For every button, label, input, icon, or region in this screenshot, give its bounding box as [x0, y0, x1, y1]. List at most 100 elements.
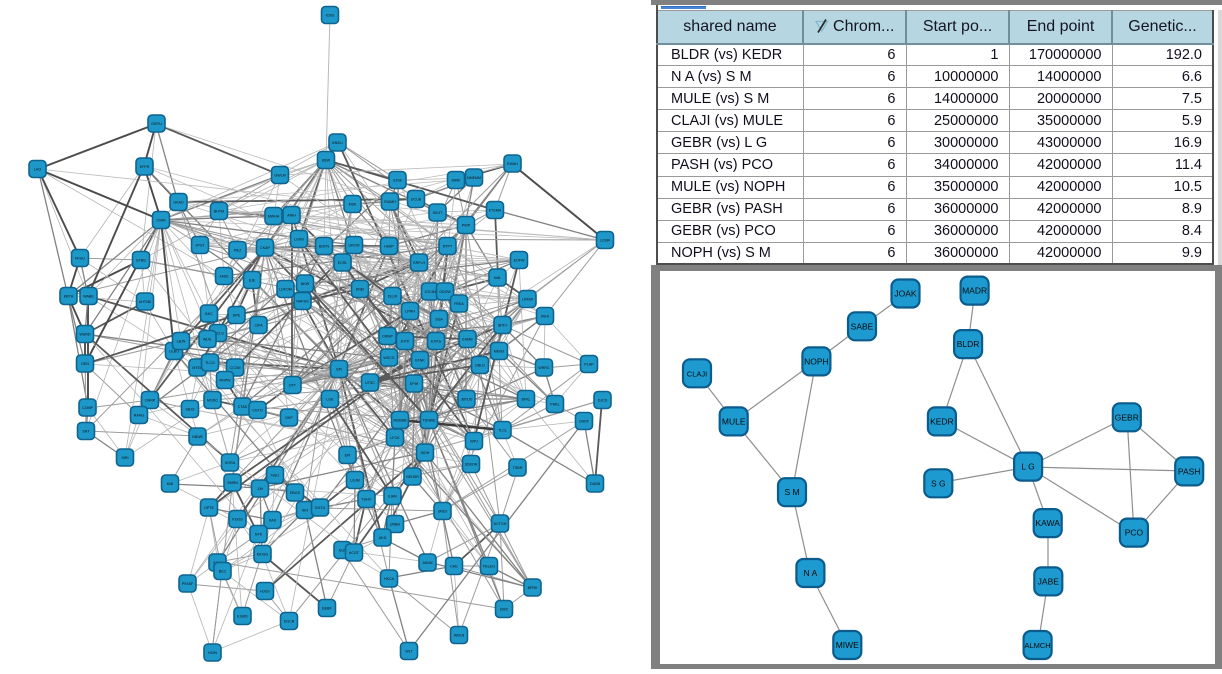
- svg-text:JABE: JABE: [1038, 576, 1060, 586]
- svg-text:KMI: KMI: [167, 482, 173, 486]
- svg-text:WABE: WABE: [83, 294, 94, 298]
- svg-text:CHE: CHE: [450, 564, 458, 568]
- svg-text:OPTE: OPTE: [204, 506, 214, 510]
- svg-text:SNT: SNT: [82, 429, 90, 433]
- svg-text:MEWJ: MEWJ: [494, 349, 505, 353]
- svg-text:FREA: FREA: [454, 302, 464, 306]
- svg-text:S M: S M: [784, 487, 799, 497]
- svg-text:JOCIM: JOCIM: [424, 290, 435, 294]
- svg-text:N A: N A: [804, 568, 818, 578]
- svg-text:WRRC: WRRC: [538, 366, 550, 370]
- svg-text:DBLD: DBLD: [475, 363, 485, 367]
- svg-text:EBGS: EBGS: [290, 491, 301, 495]
- svg-text:LGJM: LGJM: [350, 478, 360, 482]
- svg-text:COMP: COMP: [82, 406, 93, 410]
- svg-text:CCOM: CCOM: [230, 366, 241, 370]
- svg-text:UWC: UWC: [500, 607, 509, 611]
- svg-text:IMNK: IMNK: [452, 178, 462, 182]
- svg-text:RNPW: RNPW: [220, 378, 232, 382]
- svg-text:EHMB: EHMB: [462, 337, 473, 341]
- svg-text:CKAP: CKAP: [260, 246, 270, 250]
- svg-text:DGCB: DGCB: [284, 619, 295, 623]
- svg-text:MSK: MSK: [349, 202, 357, 206]
- svg-text:BPRK: BPRK: [528, 586, 538, 590]
- svg-text:BKC: BKC: [205, 312, 213, 316]
- svg-text:PWP: PWP: [462, 223, 471, 227]
- svg-text:IDDH: IDDH: [421, 451, 430, 455]
- svg-text:S G: S G: [931, 478, 946, 488]
- svg-text:DADB: DADB: [590, 482, 601, 486]
- svg-text:WPJ: WPJ: [470, 439, 478, 443]
- svg-text:PFASF: PFASF: [182, 582, 194, 586]
- svg-text:FKUU: FKUU: [75, 256, 85, 260]
- svg-text:SGA: SGA: [435, 317, 443, 321]
- svg-text:PLAP: PLAP: [584, 362, 594, 366]
- svg-text:ECRL: ECRL: [338, 261, 348, 265]
- svg-text:MOBBB: MOBBB: [394, 418, 408, 422]
- svg-text:CWM: CWM: [157, 218, 166, 222]
- svg-text:JHTK: JHTK: [401, 339, 411, 343]
- svg-text:IBTFJ: IBTFJ: [498, 323, 508, 327]
- svg-text:HUIIP: HUIIP: [384, 244, 394, 248]
- svg-text:KGRA: KGRA: [225, 461, 236, 465]
- svg-text:GEHSR: GEHSR: [406, 475, 419, 479]
- svg-text:DNEI: DNEI: [356, 287, 365, 291]
- svg-text:CTAD: CTAD: [238, 405, 248, 409]
- svg-text:BFKL: BFKL: [522, 397, 531, 401]
- svg-text:LGE: LGE: [326, 397, 334, 401]
- svg-text:IHO: IHO: [302, 508, 309, 512]
- svg-text:BOFN: BOFN: [319, 244, 329, 248]
- svg-text:IKIHI: IKIHI: [541, 314, 549, 318]
- svg-text:HION: HION: [208, 651, 217, 655]
- svg-text:BNSLI: BNSLI: [332, 141, 342, 145]
- svg-text:BLDR: BLDR: [957, 339, 980, 349]
- svg-text:DCUB: DCUB: [411, 197, 422, 201]
- svg-text:RAHG: RAHG: [134, 413, 145, 417]
- svg-text:KAWA: KAWA: [1035, 518, 1060, 528]
- svg-text:NKW: NKW: [301, 282, 310, 286]
- svg-text:GTBG: GTBG: [136, 258, 146, 262]
- svg-text:GPI: GPI: [336, 367, 342, 371]
- svg-text:PIEJ: PIEJ: [234, 248, 242, 252]
- svg-text:GUF: GUF: [339, 548, 347, 552]
- svg-text:LHO: LHO: [34, 167, 42, 171]
- svg-text:GKAD: GKAD: [173, 200, 184, 204]
- svg-text:DTT: DTT: [289, 383, 297, 387]
- svg-text:EPI: EPI: [345, 453, 351, 457]
- svg-text:DPE: DPE: [233, 313, 241, 317]
- svg-text:BEC: BEC: [219, 569, 227, 573]
- svg-text:ICBG: ICBG: [326, 13, 335, 17]
- svg-text:KML: KML: [494, 276, 501, 280]
- svg-text:WSRD: WSRD: [80, 332, 91, 336]
- svg-text:SABE: SABE: [851, 321, 874, 331]
- svg-text:EFFR: EFFR: [140, 165, 150, 169]
- svg-text:MTEU: MTEU: [192, 366, 203, 370]
- svg-text:UKD: UKD: [379, 536, 387, 540]
- svg-text:MULE: MULE: [722, 416, 746, 426]
- svg-text:SMRN: SMRN: [227, 481, 238, 485]
- svg-text:PHKL: PHKL: [550, 402, 559, 406]
- svg-text:URDJ: URDJ: [438, 509, 448, 513]
- svg-text:PCO: PCO: [1125, 528, 1144, 538]
- svg-text:GEBR: GEBR: [1115, 412, 1139, 422]
- svg-text:NTK: NTK: [255, 532, 263, 536]
- svg-text:EOFW: EOFW: [514, 258, 525, 262]
- svg-text:SJSK: SJSK: [393, 178, 403, 182]
- svg-text:WUIL: WUIL: [203, 337, 212, 341]
- svg-text:GKP: GKP: [285, 416, 293, 420]
- svg-text:KEDR: KEDR: [930, 416, 954, 426]
- svg-text:HKCA: HKCA: [384, 577, 395, 581]
- svg-text:KAS: KAS: [269, 518, 277, 522]
- svg-text:KTSMH: KTSMH: [489, 208, 502, 212]
- svg-text:EJIKS: EJIKS: [431, 339, 442, 343]
- svg-text:RIUMH: RIUMH: [384, 200, 396, 204]
- svg-text:MADR: MADR: [962, 286, 987, 296]
- svg-text:EGRD: EGRD: [237, 614, 248, 618]
- svg-text:MIWE: MIWE: [836, 640, 859, 650]
- svg-text:SKOT: SKOT: [433, 211, 444, 215]
- svg-text:TDNWE: TDNWE: [422, 418, 436, 422]
- svg-text:KCOT: KCOT: [349, 551, 360, 555]
- svg-text:TLCG: TLCG: [205, 361, 215, 365]
- svg-text:DLLR: DLLR: [388, 294, 398, 298]
- svg-text:MODC: MODC: [207, 398, 218, 402]
